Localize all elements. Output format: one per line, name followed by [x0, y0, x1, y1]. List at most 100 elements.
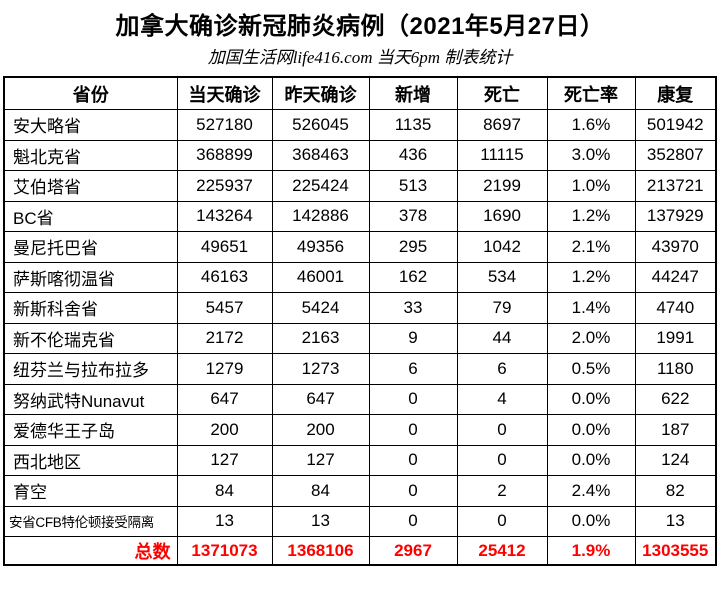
- yesterday-cell: 368463: [271, 139, 370, 171]
- death-rate-cell: 0.5%: [546, 353, 636, 385]
- deaths-cell: 1690: [456, 200, 548, 232]
- deaths-cell: 8697: [456, 109, 548, 141]
- death-rate-cell: 0.0%: [546, 414, 636, 446]
- table-row: 曼尼托巴省 49651 49356 295 1042 2.1% 43970: [3, 231, 717, 263]
- deaths-cell: 0: [456, 444, 548, 476]
- province-cell: 艾伯塔省: [3, 170, 178, 202]
- death-rate-cell: 0.0%: [546, 505, 636, 537]
- recovered-cell: 1180: [634, 353, 717, 385]
- new-cases-cell: 6: [368, 353, 458, 385]
- death-rate-cell: 0.0%: [546, 444, 636, 476]
- col-header-province: 省份: [3, 76, 178, 110]
- total-today-cell: 1371073: [176, 536, 273, 566]
- col-header-recovered: 康复: [634, 76, 717, 110]
- recovered-cell: 82: [634, 475, 717, 507]
- recovered-cell: 622: [634, 383, 717, 415]
- deaths-cell: 1042: [456, 231, 548, 263]
- new-cases-cell: 513: [368, 170, 458, 202]
- recovered-cell: 4740: [634, 292, 717, 324]
- yesterday-cell: 647: [271, 383, 370, 415]
- death-rate-cell: 1.0%: [546, 170, 636, 202]
- today-cell: 5457: [176, 292, 273, 324]
- table-body: 安大略省 527180 526045 1135 8697 1.6% 501942…: [3, 109, 717, 537]
- deaths-cell: 0: [456, 505, 548, 537]
- new-cases-cell: 436: [368, 139, 458, 171]
- table-row: 萨斯喀彻温省 46163 46001 162 534 1.2% 44247: [3, 261, 717, 293]
- province-cell: 新斯科舍省: [3, 292, 178, 324]
- today-cell: 225937: [176, 170, 273, 202]
- recovered-cell: 13: [634, 505, 717, 537]
- page-subtitle: 加国生活网life416.com 当天6pm 制表统计: [207, 48, 513, 67]
- deaths-cell: 44: [456, 322, 548, 354]
- today-cell: 84: [176, 475, 273, 507]
- table-row: 艾伯塔省 225937 225424 513 2199 1.0% 213721: [3, 170, 717, 202]
- yesterday-cell: 46001: [271, 261, 370, 293]
- yesterday-cell: 225424: [271, 170, 370, 202]
- recovered-cell: 43970: [634, 231, 717, 263]
- province-cell: 曼尼托巴省: [3, 231, 178, 263]
- death-rate-cell: 2.4%: [546, 475, 636, 507]
- deaths-cell: 6: [456, 353, 548, 385]
- covid-stats-page: 加拿大确诊新冠肺炎病例（2021年5月27日） 加国生活网life416.com…: [0, 6, 720, 566]
- table-row: BC省 143264 142886 378 1690 1.2% 137929: [3, 200, 717, 232]
- table-row: 西北地区 127 127 0 0 0.0% 124: [3, 444, 717, 476]
- new-cases-cell: 295: [368, 231, 458, 263]
- total-death-rate-cell: 1.9%: [546, 536, 636, 566]
- death-rate-cell: 1.6%: [546, 109, 636, 141]
- table-row: 新不伦瑞克省 2172 2163 9 44 2.0% 1991: [3, 322, 717, 354]
- header-row: 省份 当天确诊 昨天确诊 新增 死亡 死亡率 康复: [3, 76, 717, 110]
- yesterday-cell: 526045: [271, 109, 370, 141]
- total-yesterday-cell: 1368106: [271, 536, 370, 566]
- province-cell: BC省: [3, 200, 178, 232]
- col-header-new: 新增: [368, 76, 458, 110]
- province-cell: 育空: [3, 475, 178, 507]
- province-cell: 纽芬兰与拉布拉多: [3, 353, 178, 385]
- province-cell: 魁北克省: [3, 139, 178, 171]
- new-cases-cell: 0: [368, 414, 458, 446]
- table-row: 育空 84 84 0 2 2.4% 82: [3, 475, 717, 507]
- today-cell: 49651: [176, 231, 273, 263]
- table-row: 爱德华王子岛 200 200 0 0 0.0% 187: [3, 414, 717, 446]
- recovered-cell: 187: [634, 414, 717, 446]
- yesterday-cell: 1273: [271, 353, 370, 385]
- today-cell: 143264: [176, 200, 273, 232]
- today-cell: 368899: [176, 139, 273, 171]
- new-cases-cell: 9: [368, 322, 458, 354]
- today-cell: 13: [176, 505, 273, 537]
- today-cell: 1279: [176, 353, 273, 385]
- covid-cases-table: 省份 当天确诊 昨天确诊 新增 死亡 死亡率 康复 安大略省 527180 52…: [3, 76, 717, 566]
- recovered-cell: 44247: [634, 261, 717, 293]
- yesterday-cell: 49356: [271, 231, 370, 263]
- yesterday-cell: 2163: [271, 322, 370, 354]
- recovered-cell: 124: [634, 444, 717, 476]
- deaths-cell: 0: [456, 414, 548, 446]
- recovered-cell: 137929: [634, 200, 717, 232]
- province-cell: 西北地区: [3, 444, 178, 476]
- col-header-deaths: 死亡: [456, 76, 548, 110]
- col-header-yesterday: 昨天确诊: [271, 76, 370, 110]
- total-deaths-cell: 25412: [456, 536, 548, 566]
- province-cell: 努纳武特Nunavut: [3, 383, 178, 415]
- province-cell: 爱德华王子岛: [3, 414, 178, 446]
- yesterday-cell: 13: [271, 505, 370, 537]
- yesterday-cell: 142886: [271, 200, 370, 232]
- table-row: 安省CFB特伦顿接受隔离 13 13 0 0 0.0% 13: [3, 505, 717, 537]
- death-rate-cell: 2.1%: [546, 231, 636, 263]
- deaths-cell: 11115: [456, 139, 548, 171]
- page-title: 加拿大确诊新冠肺炎病例（2021年5月27日）: [115, 13, 605, 40]
- death-rate-cell: 2.0%: [546, 322, 636, 354]
- province-cell: 安省CFB特伦顿接受隔离: [3, 505, 178, 537]
- table-row: 努纳武特Nunavut 647 647 0 4 0.0% 622: [3, 383, 717, 415]
- new-cases-cell: 162: [368, 261, 458, 293]
- today-cell: 647: [176, 383, 273, 415]
- deaths-cell: 2199: [456, 170, 548, 202]
- table-row: 安大略省 527180 526045 1135 8697 1.6% 501942: [3, 109, 717, 141]
- recovered-cell: 501942: [634, 109, 717, 141]
- total-new-cell: 2967: [368, 536, 458, 566]
- deaths-cell: 79: [456, 292, 548, 324]
- death-rate-cell: 1.4%: [546, 292, 636, 324]
- yesterday-cell: 5424: [271, 292, 370, 324]
- today-cell: 200: [176, 414, 273, 446]
- yesterday-cell: 84: [271, 475, 370, 507]
- total-label: 总数: [3, 536, 178, 566]
